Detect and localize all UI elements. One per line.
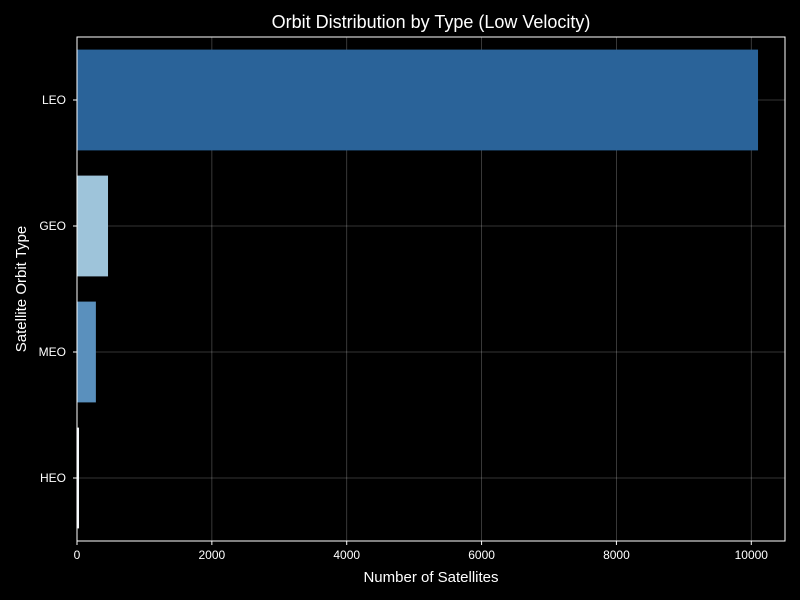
bars: [77, 49, 759, 529]
x-tick-label: 8000: [603, 548, 630, 562]
y-axis-ticks: LEO GEO MEO HEO: [39, 93, 77, 485]
y-axis-label: Satellite Orbit Type: [13, 226, 30, 352]
x-tick-label: 10000: [735, 548, 769, 562]
x-tick-label: 0: [74, 548, 81, 562]
x-tick-label: 2000: [199, 548, 226, 562]
bar-leo: [77, 49, 759, 151]
y-tick-label: LEO: [42, 93, 66, 107]
chart-title: Orbit Distribution by Type (Low Velocity…: [272, 12, 591, 32]
y-tick-label: GEO: [39, 219, 66, 233]
y-tick-label: MEO: [39, 345, 66, 359]
bar-meo: [77, 301, 96, 403]
y-tick-label: HEO: [40, 471, 66, 485]
bar-heo: [77, 427, 80, 529]
bar-geo: [77, 175, 109, 277]
x-tick-label: 4000: [333, 548, 360, 562]
x-axis-label: Number of Satellites: [363, 569, 498, 586]
plot-frame: [76, 36, 786, 542]
x-tick-label: 6000: [468, 548, 495, 562]
x-axis-ticks: 0 2000 4000 6000 8000 10000: [74, 541, 769, 562]
